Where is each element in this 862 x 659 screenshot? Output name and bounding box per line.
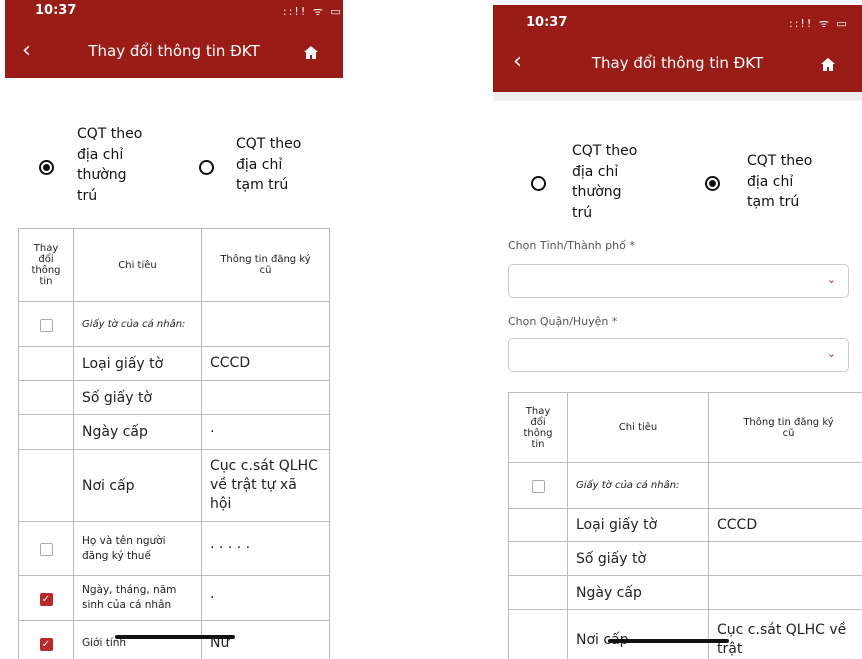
table-row: Giấy tờ của cá nhân: (18, 301, 330, 347)
radio-temporary[interactable] (199, 160, 214, 175)
checkbox-checked[interactable]: ✓ (39, 592, 53, 606)
row-value: Cục c.sát QLHC về trật tự xã hội (201, 449, 330, 522)
chevron-down-icon: ⌄ (826, 273, 836, 286)
home-indicator (115, 635, 235, 639)
column-header: Chi tiêu (73, 228, 202, 302)
row-label: Họ và tên người đăng ký thuế (73, 521, 202, 576)
home-indicator (608, 639, 729, 643)
row-value (201, 380, 330, 415)
row-value (708, 541, 862, 576)
row-label: Loại giấy tờ (73, 346, 202, 381)
row-label: Giới tính (73, 620, 202, 659)
table-row: Loại giấy tờ CCCD (508, 508, 862, 542)
checkbox[interactable] (39, 318, 53, 332)
radio-permanent[interactable] (39, 160, 54, 175)
row-label: Số giấy tờ (567, 541, 709, 576)
row-label: Nơi cấp (567, 609, 709, 659)
row-label: Ngày, tháng, năm sinh của cá nhân (73, 575, 202, 621)
table-row: Nơi cấp Cục c.sát QLHC về trật tự xã hội (18, 449, 330, 522)
status-icons: ::!! ᯤ ▭ (789, 17, 849, 30)
column-header: Thay đổi thông tin (508, 392, 568, 463)
app-header: 10:37 ::!! ᯤ ▭ ‹ Thay đổi thông tin ĐKT (5, 0, 343, 78)
province-select[interactable]: ⌄ (508, 264, 849, 298)
row-label: Ngày cấp (73, 414, 202, 450)
radio-permanent-label: CQT theo địa chỉ thường trú (572, 143, 638, 221)
province-label: Chọn Tỉnh/Thành phố * (508, 239, 635, 252)
table-row: ✓ Giới tính Nữ (18, 620, 330, 659)
checkbox[interactable] (531, 480, 545, 493)
radio-permanent[interactable] (531, 176, 546, 191)
app-header: 10:37 ::!! ᯤ ▭ ‹ Thay đổi thông tin ĐKT (493, 5, 862, 92)
row-value: · · · · · (201, 521, 330, 576)
row-label: Giấy tờ của cá nhân: (567, 462, 709, 509)
column-header: Thông tin đăng ký cũ (708, 392, 862, 463)
row-label: Nơi cấp (73, 449, 202, 522)
column-header: Thay đổi thông tin (18, 228, 74, 302)
row-label: Ngày cấp (567, 575, 709, 610)
row-value: CCCD (708, 508, 862, 542)
row-label: Loại giấy tờ (567, 508, 709, 542)
table-row: ✓ Ngày, tháng, năm sinh của cá nhân · (18, 575, 330, 621)
column-header: Thông tin đăng ký cũ (201, 228, 330, 302)
row-value: CCCD (201, 346, 330, 381)
row-value (708, 462, 862, 509)
row-value (708, 575, 862, 610)
row-value: Nữ (201, 620, 330, 659)
page-title: Thay đổi thông tin ĐKT (591, 54, 764, 72)
chevron-down-icon: ⌄ (826, 347, 836, 360)
row-label: Giấy tờ của cá nhân: (73, 301, 202, 347)
table-row: Số giấy tờ (508, 541, 862, 576)
page-title: Thay đổi thông tin ĐKT (88, 42, 260, 60)
column-header: Chi tiêu (567, 392, 709, 463)
radio-temporary-label: CQT theo địa chỉ tạm trú (236, 136, 302, 193)
divider (493, 92, 862, 101)
back-icon[interactable]: ‹ (22, 38, 31, 63)
district-label: Chọn Quận/Huyện * (508, 315, 618, 328)
row-value: Cục c.sát QLHC về trật (708, 609, 862, 659)
table-row: Loại giấy tờ CCCD (18, 346, 330, 381)
row-value (201, 301, 330, 347)
table-row: Ngày cấp (508, 575, 862, 610)
screen-left: 10:37 ::!! ᯤ ▭ ‹ Thay đổi thông tin ĐKT … (5, 0, 343, 659)
row-value: · (201, 414, 330, 450)
table-row: Họ và tên người đăng ký thuế · · · · · (18, 521, 330, 576)
row-label: Số giấy tờ (73, 380, 202, 415)
status-icons: ::!! ᯤ ▭ (283, 5, 343, 18)
radio-temporary[interactable] (705, 176, 720, 191)
radio-permanent-label: CQT theo địa chỉ thường trú (77, 126, 143, 204)
home-icon[interactable] (304, 46, 318, 59)
status-time: 10:37 (35, 3, 77, 18)
back-icon[interactable]: ‹ (513, 49, 522, 74)
table-row: Số giấy tờ (18, 380, 330, 415)
table-row: Giấy tờ của cá nhân: (508, 462, 862, 509)
home-icon[interactable] (821, 58, 835, 71)
radio-temporary-label: CQT theo địa chỉ tạm trú (747, 153, 813, 210)
checkbox-checked[interactable]: ✓ (39, 637, 53, 651)
screen-right: 10:37 ::!! ᯤ ▭ ‹ Thay đổi thông tin ĐKT … (493, 0, 862, 659)
row-value: · (201, 575, 330, 621)
table-row: Ngày cấp · (18, 414, 330, 450)
info-table: Thay đổi thông tin Chi tiêu Thông tin đăng… (508, 392, 862, 659)
table-row: Nơi cấp Cục c.sát QLHC về trật (508, 609, 862, 659)
checkbox[interactable] (39, 543, 53, 556)
district-select[interactable]: ⌄ (508, 338, 849, 372)
info-table: Thay đổi thông tin Chi tiêu Thông tin đăng… (18, 228, 330, 659)
status-time: 10:37 (526, 15, 568, 30)
